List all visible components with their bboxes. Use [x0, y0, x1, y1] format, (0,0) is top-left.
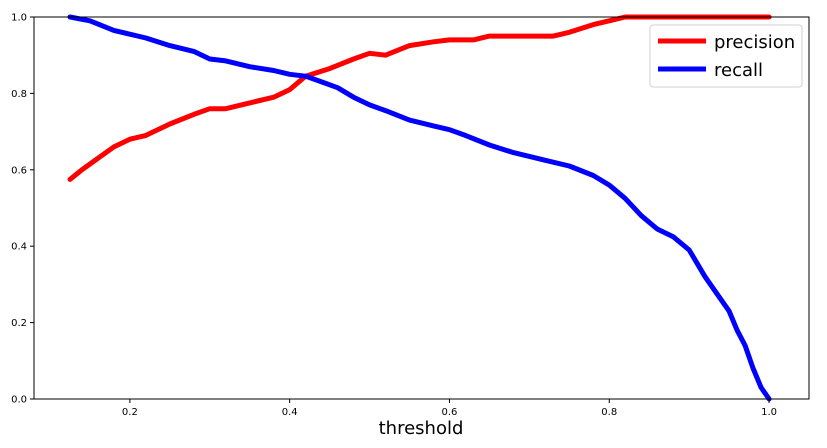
x-tick-label: 0.6: [442, 407, 458, 418]
y-axis-ticks: 0.0 0.2 0.4 0.6 0.8 1.0: [11, 13, 34, 406]
series-line-recall: [67, 14, 772, 402]
y-tick-label: 0.6: [11, 165, 27, 176]
y-tick-label: 0.8: [11, 89, 27, 100]
y-tick-label: 0.2: [11, 318, 27, 329]
x-axis-ticks: 0.2 0.4 0.6 0.8 1.0: [122, 399, 777, 418]
y-tick-label: 1.0: [11, 13, 27, 24]
legend: precision recall: [649, 24, 803, 88]
y-tick-label: 0.4: [11, 242, 27, 253]
x-axis-label: threshold: [379, 418, 464, 439]
series-layer: [67, 14, 772, 402]
axes-frame: [33, 16, 810, 400]
legend-label-precision: precision: [714, 32, 795, 53]
legend-label-recall: recall: [714, 60, 763, 81]
x-tick-label: 0.4: [282, 407, 298, 418]
x-tick-label: 0.8: [601, 407, 617, 418]
y-tick-label: 0.0: [11, 395, 27, 406]
series-line-precision: [67, 14, 772, 182]
x-tick-label: 0.2: [122, 407, 138, 418]
x-tick-label: 1.0: [761, 407, 777, 418]
